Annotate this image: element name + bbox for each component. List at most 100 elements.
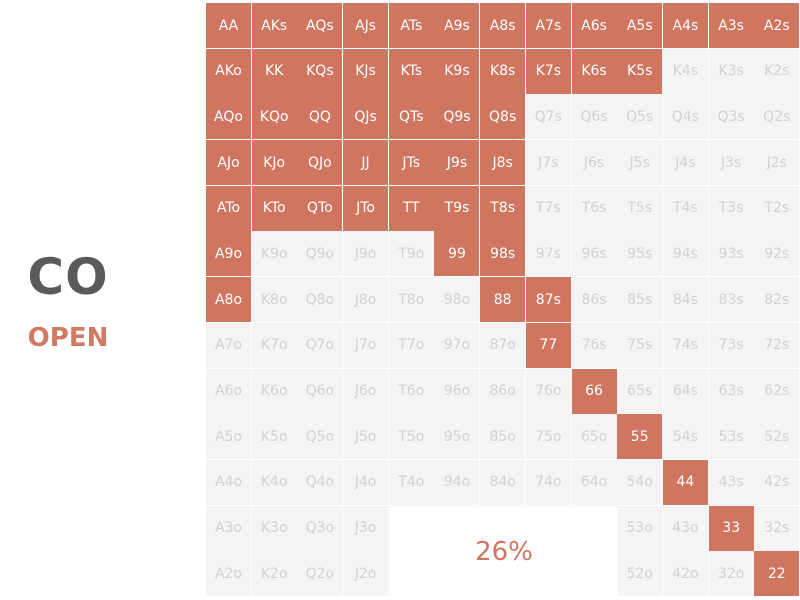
- hand-cell-Q4s: Q4s: [662, 94, 708, 140]
- hand-cell-92s: 92s: [754, 231, 800, 277]
- hand-cell-A3o: A3o: [206, 505, 251, 551]
- hand-cell-94o: 94o: [434, 459, 480, 505]
- hand-cell-55: 55: [617, 414, 663, 460]
- hand-cell-Q2s: Q2s: [754, 94, 800, 140]
- hand-cell-ATo: ATo: [206, 185, 251, 231]
- hand-cell-73s: 73s: [708, 322, 754, 368]
- hand-cell-AJs: AJs: [343, 3, 389, 48]
- hand-cell-A9o: A9o: [206, 231, 251, 277]
- hand-cell-32s: 32s: [754, 505, 800, 551]
- hand-cell-KQo: KQo: [251, 94, 297, 140]
- hand-cell-44: 44: [662, 459, 708, 505]
- hand-cell-A2o: A2o: [206, 551, 251, 597]
- hand-cell-63s: 63s: [708, 368, 754, 414]
- hand-cell-JJ: JJ: [343, 140, 389, 186]
- hand-cell-ATs: ATs: [388, 3, 434, 48]
- hand-cell-86o: 86o: [480, 368, 526, 414]
- hand-cell-32o: 32o: [708, 551, 754, 597]
- hand-cell-K2o: K2o: [251, 551, 297, 597]
- hand-cell-KTo: KTo: [251, 185, 297, 231]
- hand-cell-QQ: QQ: [297, 94, 343, 140]
- hand-cell-Q6o: Q6o: [297, 368, 343, 414]
- hand-cell-KQs: KQs: [297, 48, 343, 94]
- hand-cell-A5s: A5s: [617, 3, 663, 48]
- hand-cell-83s: 83s: [708, 277, 754, 323]
- hand-cell-J5o: J5o: [343, 414, 389, 460]
- hand-cell-75s: 75s: [617, 322, 663, 368]
- hand-cell-A9s: A9s: [434, 3, 480, 48]
- hand-cell-52o: 52o: [617, 551, 663, 597]
- hand-cell-76o: 76o: [525, 368, 571, 414]
- hand-cell-65s: 65s: [617, 368, 663, 414]
- hand-cell-Q2o: Q2o: [297, 551, 343, 597]
- hand-cell-Q8o: Q8o: [297, 277, 343, 323]
- hand-cell-K7s: K7s: [525, 48, 571, 94]
- hand-cell-Q3s: Q3s: [708, 94, 754, 140]
- hand-cell-QJs: QJs: [343, 94, 389, 140]
- hand-cell-82s: 82s: [754, 277, 800, 323]
- hand-cell-43s: 43s: [708, 459, 754, 505]
- hand-cell-Q8s: Q8s: [480, 94, 526, 140]
- hand-cell-22: 22: [754, 551, 800, 597]
- hand-cell-K3o: K3o: [251, 505, 297, 551]
- hand-cell-J3o: J3o: [343, 505, 389, 551]
- hand-cell-AKs: AKs: [251, 3, 297, 48]
- hand-cell-J5s: J5s: [617, 140, 663, 186]
- hand-cell-A5o: A5o: [206, 414, 251, 460]
- hand-cell-K9o: K9o: [251, 231, 297, 277]
- hand-cell-A8o: A8o: [206, 277, 251, 323]
- hand-cell-AA: AA: [206, 3, 251, 48]
- hand-cell-Q3o: Q3o: [297, 505, 343, 551]
- hand-cell-A8s: A8s: [480, 3, 526, 48]
- hand-cell-JTs: JTs: [388, 140, 434, 186]
- hand-cell-75o: 75o: [525, 414, 571, 460]
- hand-cell-96o: 96o: [434, 368, 480, 414]
- hand-cell-J7s: J7s: [525, 140, 571, 186]
- hand-cell-K7o: K7o: [251, 322, 297, 368]
- hand-cell-QJo: QJo: [297, 140, 343, 186]
- hand-cell-J9s: J9s: [434, 140, 480, 186]
- hand-cell-33: 33: [708, 505, 754, 551]
- hand-cell-87s: 87s: [525, 277, 571, 323]
- hand-cell-T6o: T6o: [388, 368, 434, 414]
- hand-cell-Q9s: Q9s: [434, 94, 480, 140]
- hand-cell-Q9o: Q9o: [297, 231, 343, 277]
- hand-cell-T5o: T5o: [388, 414, 434, 460]
- hand-cell-K6o: K6o: [251, 368, 297, 414]
- hand-cell-98s: 98s: [480, 231, 526, 277]
- hand-cell-84o: 84o: [480, 459, 526, 505]
- hand-cell-93s: 93s: [708, 231, 754, 277]
- hand-cell-T9o: T9o: [388, 231, 434, 277]
- hand-cell-A3s: A3s: [708, 3, 754, 48]
- hand-cell-J3s: J3s: [708, 140, 754, 186]
- range-percent: 26%: [390, 507, 618, 597]
- hand-cell-85s: 85s: [617, 277, 663, 323]
- hand-cell-66: 66: [571, 368, 617, 414]
- hand-cell-42s: 42s: [754, 459, 800, 505]
- hand-cell-K8o: K8o: [251, 277, 297, 323]
- hand-cell-A2s: A2s: [754, 3, 800, 48]
- hand-cell-88: 88: [480, 277, 526, 323]
- hand-cell-77: 77: [525, 322, 571, 368]
- hand-cell-AJo: AJo: [206, 140, 251, 186]
- hand-cell-Q7o: Q7o: [297, 322, 343, 368]
- hand-cell-J2s: J2s: [754, 140, 800, 186]
- hand-cell-KJs: KJs: [343, 48, 389, 94]
- hand-cell-KK: KK: [251, 48, 297, 94]
- hand-cell-Q7s: Q7s: [525, 94, 571, 140]
- hand-cell-T4o: T4o: [388, 459, 434, 505]
- hand-cell-54s: 54s: [662, 414, 708, 460]
- hand-cell-QTs: QTs: [388, 94, 434, 140]
- hand-cell-T8s: T8s: [480, 185, 526, 231]
- hand-cell-42o: 42o: [662, 551, 708, 597]
- hand-cell-A4s: A4s: [662, 3, 708, 48]
- hand-cell-64o: 64o: [571, 459, 617, 505]
- hand-cell-KJo: KJo: [251, 140, 297, 186]
- hand-cell-Q5o: Q5o: [297, 414, 343, 460]
- hand-cell-K5o: K5o: [251, 414, 297, 460]
- hand-cell-85o: 85o: [480, 414, 526, 460]
- hand-cell-95o: 95o: [434, 414, 480, 460]
- hand-cell-94s: 94s: [662, 231, 708, 277]
- hand-cell-A6o: A6o: [206, 368, 251, 414]
- hand-cell-84s: 84s: [662, 277, 708, 323]
